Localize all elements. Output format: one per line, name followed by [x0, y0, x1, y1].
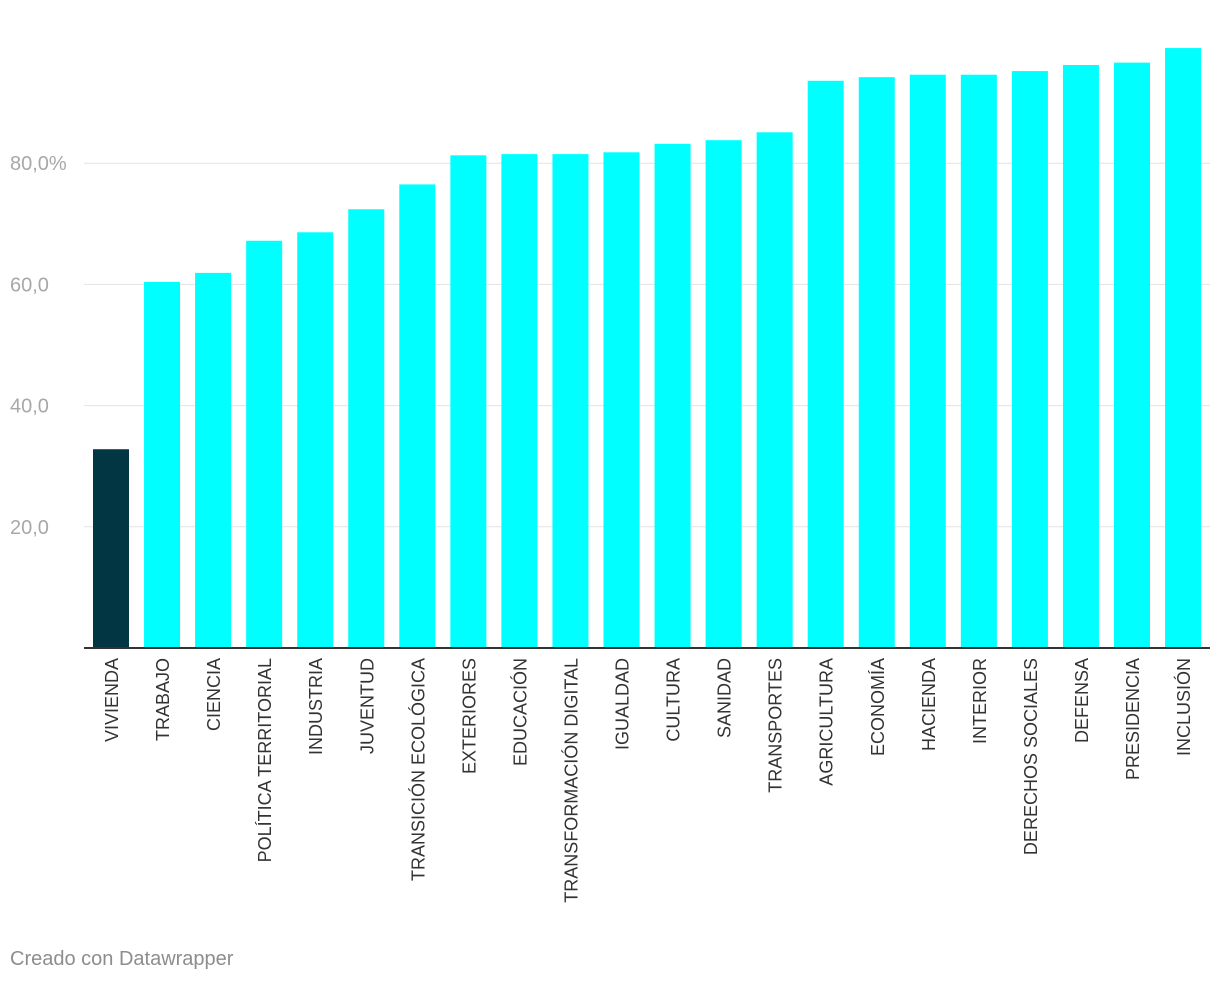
- category-label: VIVIENDA: [102, 658, 122, 742]
- y-tick-label: 80,0%: [10, 153, 67, 175]
- category-label: ECONOMÍA: [868, 658, 888, 756]
- bar: [93, 449, 129, 648]
- bar: [1165, 48, 1202, 649]
- category-label: TRABAJO: [153, 658, 173, 741]
- bars: [93, 48, 1202, 649]
- category-label: PRESIDENCIA: [1123, 658, 1143, 780]
- y-tick-label: 40,0: [10, 396, 49, 418]
- bar: [144, 281, 181, 648]
- category-label: DERECHOS SOCIALES: [1021, 658, 1041, 855]
- category-label: INTERIOR: [970, 658, 990, 744]
- bar: [960, 74, 997, 648]
- category-label: SANIDAD: [715, 658, 735, 738]
- bar: [552, 154, 589, 649]
- bar: [246, 240, 283, 648]
- bar: [807, 80, 844, 648]
- bar: [1062, 65, 1099, 648]
- bar: [450, 155, 487, 648]
- category-label: JUVENTUD: [357, 658, 377, 754]
- bar: [399, 184, 436, 648]
- category-label: EDUCACIÓN: [509, 658, 530, 766]
- bar: [1114, 62, 1150, 648]
- category-label: EXTERIORES: [459, 658, 479, 774]
- category-label: DEFENSA: [1072, 658, 1092, 743]
- category-labels: VIVIENDA TRABAJO CIENCIA POLÍTICA TERRITORI…: [102, 658, 1194, 903]
- category-label: INDUSTRIA: [306, 658, 326, 755]
- y-tick-labels: 20,0 40,0 60,0 80,0%: [10, 153, 67, 539]
- category-label: TRANSICIÓN ECOLÓGICA: [407, 658, 428, 881]
- bar: [297, 232, 334, 648]
- bar: [603, 152, 640, 649]
- bar: [705, 140, 742, 648]
- y-tick-label: 20,0: [10, 517, 49, 539]
- bar: [654, 143, 691, 649]
- category-label: IGUALDAD: [613, 658, 633, 750]
- y-tick-label: 60,0: [10, 274, 49, 296]
- category-label: POLÍTICA TERRITORIAL: [255, 658, 275, 862]
- category-label: CULTURA: [664, 658, 684, 742]
- bar-chart: 20,0 40,0 60,0 80,0% VIVIENDA TRABAJO CIENCIA…: [10, 48, 1210, 903]
- category-label: TRANSFORMACIÓN DIGITAL: [560, 658, 581, 903]
- bar: [348, 209, 385, 649]
- category-label: CIENCIA: [204, 658, 224, 731]
- category-label: HACIENDA: [919, 658, 939, 751]
- category-label: INCLUSIÓN: [1173, 658, 1194, 756]
- category-label: AGRICULTURA: [817, 658, 837, 786]
- bar: [1011, 71, 1048, 648]
- bar: [858, 77, 895, 648]
- bar: [501, 154, 538, 649]
- category-label: TRANSPORTES: [766, 658, 786, 793]
- datawrapper-credit[interactable]: Creado con Datawrapper: [10, 948, 234, 970]
- bar: [909, 74, 946, 648]
- bar: [195, 272, 232, 648]
- bar: [756, 132, 793, 648]
